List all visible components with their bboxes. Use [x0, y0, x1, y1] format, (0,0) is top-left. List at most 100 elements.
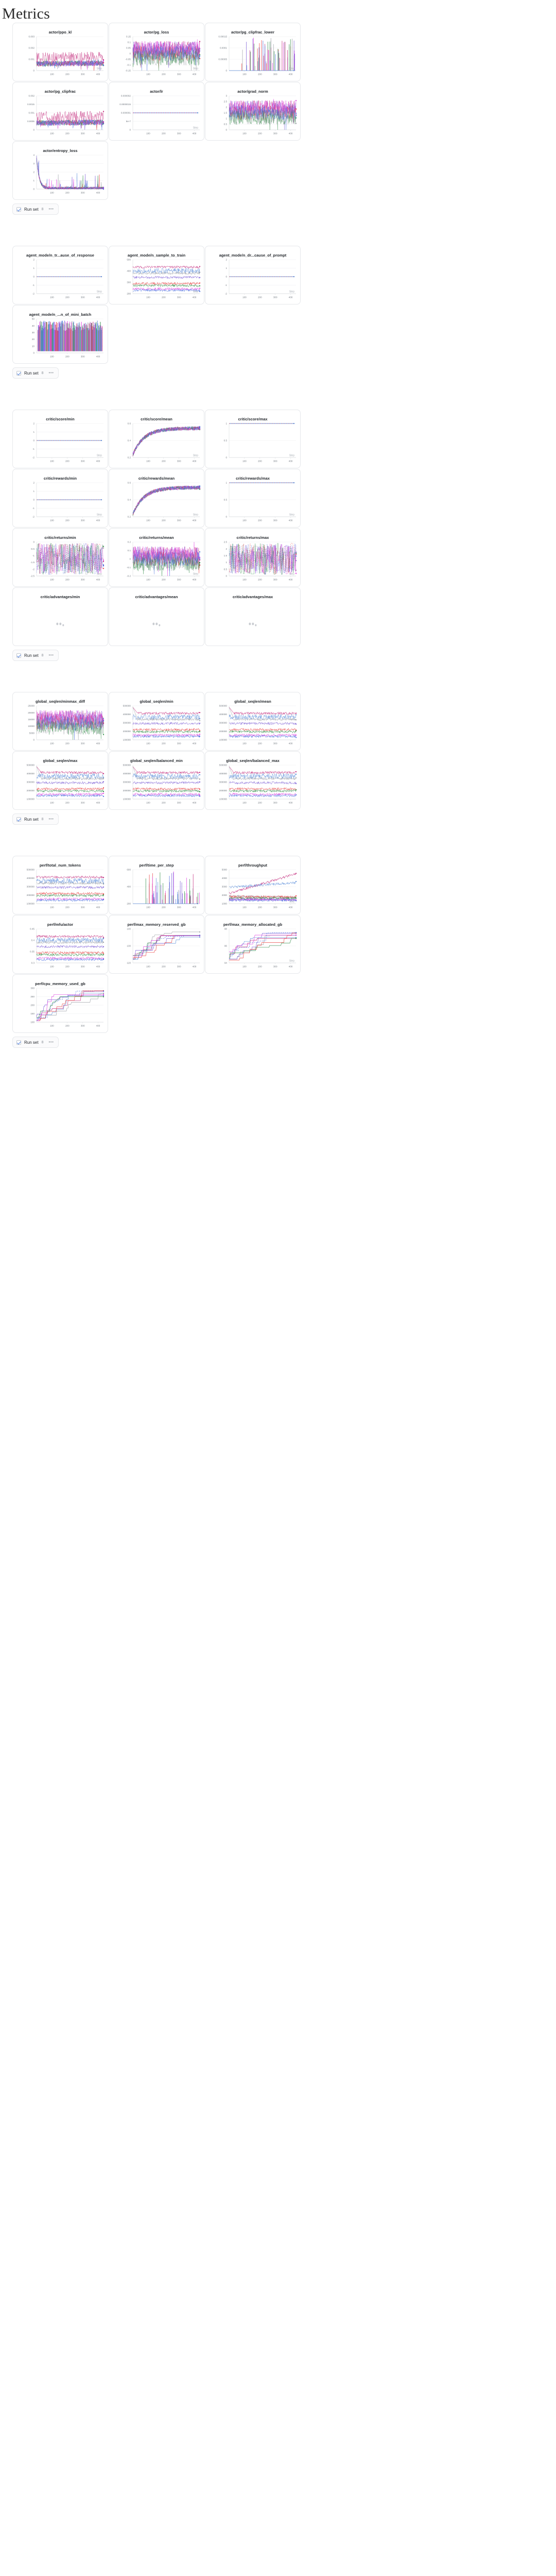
chart-panel[interactable]: actor/entropy_loss 4 3 2 1 0 100 200 300 400: [12, 141, 108, 200]
runset-chip[interactable]: Run set 8 •••: [12, 814, 59, 825]
chart-plot-area[interactable]: 300 250 200 150 100 100 200 300 400: [13, 986, 108, 1030]
chart-plot-area[interactable]: 4 3 2 1 0 100 200 300 400: [13, 153, 108, 197]
chart-plot-area[interactable]: 98 96 94 100 200 300 400 Step: [205, 927, 300, 971]
chart-panel[interactable]: actor/pg_clipfrac 0.002 0.0015 0.001 0.0005 0…: [12, 82, 108, 141]
chart-plot-area[interactable]: 0 -0.5 -1 -1.5 -2 -2.5 100 200 300 400 Step: [13, 540, 108, 584]
chart-plot-area[interactable]: 5000 4000 3000 2000 1000 100 200 300 400 Step: [205, 868, 300, 912]
chart-panel[interactable]: global_seqlen/mean 500000 400000 300000 2000…: [205, 692, 301, 751]
chart-panel[interactable]: actor/pg_clipfrac_lower 0.00015 0.0001 0.00…: [205, 23, 301, 81]
chart-plot-area[interactable]: 0.003 0.002 0.001 0 100 200 300 400 Step: [13, 35, 108, 79]
chart-panel[interactable]: critic/score/min 2 1 0 -1 -2 100 200 300 400 Step: [12, 410, 108, 468]
chart-panel[interactable]: critic/advantages/max: [205, 587, 301, 646]
svg-text:-2: -2: [32, 456, 35, 459]
chart-plot-area[interactable]: 500000 400000 300000 200000 100000 100 200 300 4…: [205, 763, 300, 807]
runset-chip[interactable]: Run set 8 •••: [12, 1037, 59, 1048]
chart-panel[interactable]: critic/returns/mean 0.2 0.1 0 -0.1 -0.2 100 200…: [109, 528, 204, 587]
chart-plot-area[interactable]: [109, 599, 204, 643]
chart-panel[interactable]: critic/rewards/mean 0.6 0.4 0.2 100 200 300 400…: [109, 469, 204, 528]
more-options-icon[interactable]: •••: [48, 370, 54, 375]
chart-plot-area[interactable]: 500000 400000 300000 200000 100000 100 200 300 4…: [109, 704, 204, 748]
chart-plot-area[interactable]: 2 1 0 -1 -2 100 200 300 400 Step: [13, 421, 108, 466]
chart-panel[interactable]: actor/grad_norm 3 2.5 2 1.5 1 0.5 0 100 200 300 400: [205, 82, 301, 141]
chart-panel[interactable]: critic/returns/min 0 -0.5 -1 -1.5 -2 -2.5 100 20…: [12, 528, 108, 587]
chart-plot-area[interactable]: 140 130 120 100 200 300 400: [109, 927, 204, 971]
chart-panel[interactable]: perf/throughput 5000 4000 3000 2000 1000 100 20…: [205, 856, 301, 914]
svg-text:300: 300: [273, 579, 277, 581]
chart-panel[interactable]: actor/lr 0.000002 0.0000015 0.000001 5e-7 0 10…: [109, 82, 204, 141]
runset-checkbox-icon[interactable]: [16, 207, 21, 212]
more-options-icon[interactable]: •••: [48, 653, 54, 657]
chart-panel[interactable]: critic/returns/max 2.5 2 1.5 1 0.5 0 100 200 300 4…: [205, 528, 301, 587]
chart-plot-area[interactable]: 0.6 0.4 0.2 100 200 300 400 Step: [109, 421, 204, 466]
chart-panel[interactable]: global_seqlen/minmax_diff 25000 20000 15000…: [12, 692, 108, 751]
chart-plot-area[interactable]: 0.6 0.4 0.2 100 200 300 400 Step: [109, 481, 204, 525]
chart-plot-area[interactable]: [13, 599, 108, 643]
chart-panel[interactable]: critic/rewards/max 1 0.5 0 100 200 300 400 Step: [205, 469, 301, 528]
chart-panel[interactable]: critic/score/mean 0.6 0.4 0.2 100 200 300 400 St…: [109, 410, 204, 468]
chart-plot-area[interactable]: 0.45 0.4 0.35 0.3 100 200 300 400: [13, 927, 108, 971]
chart-panel[interactable]: perf/cpu_memory_used_gb 300 250 200 150 100 10…: [12, 974, 108, 1033]
runset-chip[interactable]: Run set 8 •••: [12, 204, 59, 215]
chart-plot-area[interactable]: 500 400 300 200 100 200 300 400 Step: [109, 258, 204, 302]
runset-checkbox-icon[interactable]: [16, 653, 21, 658]
more-options-icon[interactable]: •••: [48, 207, 54, 211]
chart-panel[interactable]: perf/max_memory_reserved_gb 140 130 120 100 2…: [109, 915, 204, 974]
chart-panel-title: critic/advantages/max: [232, 595, 273, 599]
svg-text:400: 400: [289, 132, 293, 135]
chart-plot-area[interactable]: [205, 599, 300, 643]
chart-panel[interactable]: global_seqlen/max 500000 400000 300000 20000…: [12, 751, 108, 810]
chart-plot-area[interactable]: 2 1 0 -1 -2 100 200 300 400 Step: [13, 481, 108, 525]
chart-plot-area[interactable]: 0.15 0.1 0.05 0 -0.05 -0.1 -0.15 100 200 300 400 St…: [109, 35, 204, 79]
chart-plot-area[interactable]: 1 0.5 0 100 200 300 400 Step: [205, 421, 300, 466]
chart-panel[interactable]: actor/ppo_kl 0.003 0.002 0.001 0 100 200 300 400…: [12, 23, 108, 81]
chart-panel[interactable]: critic/advantages/mean: [109, 587, 204, 646]
chart-plot-area[interactable]: 600 400 200 100 200 300 400: [109, 868, 204, 912]
chart-plot-area[interactable]: 500000 400000 300000 200000 100000 100 200 300 4…: [109, 763, 204, 807]
chart-panel[interactable]: perf/mfu/actor 0.45 0.4 0.35 0.3 100 200 300 400: [12, 915, 108, 974]
chart-panel[interactable]: agent_mode/n_tr...ause_of_response 2 1 0 -1 -…: [12, 246, 108, 304]
chart-panel[interactable]: agent_mode/n_sample_to_train 500 400 300 200…: [109, 246, 204, 304]
chart-plot-area[interactable]: 0.000002 0.0000015 0.000001 5e-7 0 100 200 300 4…: [109, 94, 204, 138]
more-options-icon[interactable]: •••: [48, 1040, 54, 1044]
chart-plot-area[interactable]: 0.00015 0.0001 0.00005 0 100 200 300 400 Step: [205, 35, 300, 79]
chart-panel[interactable]: perf/total_num_tokens 500000 400000 300000 2…: [12, 856, 108, 914]
runset-checkbox-icon[interactable]: [16, 817, 21, 822]
chart-panel[interactable]: perf/time_per_step 600 400 200 100 200 300 400: [109, 856, 204, 914]
svg-text:100: 100: [242, 519, 247, 522]
chart-panel-title: agent_mode/n_sample_to_train: [127, 253, 186, 258]
chart-plot-area[interactable]: 500000 400000 300000 200000 100000 100 200 300 4…: [13, 868, 108, 912]
chart-plot-area[interactable]: 1 0.5 0 100 200 300 400 Step: [205, 481, 300, 525]
chart-plot-area[interactable]: 3 2.5 2 1.5 1 0.5 0 100 200 300 400: [205, 94, 300, 138]
chart-svg: 5000 4000 3000 2000 1000 100 200 300 400 Step: [222, 869, 297, 909]
chart-panel[interactable]: agent_mode/n_dr...cause_of_prompt 2 1 0 -1 -2…: [205, 246, 301, 304]
chart-plot-area[interactable]: 500000 400000 300000 200000 100000 100 200 300 4…: [205, 704, 300, 748]
chart-plot-area[interactable]: 0.002 0.0015 0.001 0.0005 0 100 200 300 400: [13, 94, 108, 138]
chart-svg: 500000 400000 300000 200000 100000 100 200 300 4…: [123, 764, 201, 804]
chart-panel[interactable]: actor/pg_loss 0.15 0.1 0.05 0 -0.05 -0.1 -0.15 1…: [109, 23, 204, 81]
svg-text:0.4: 0.4: [128, 439, 131, 442]
chart-panel[interactable]: critic/advantages/min: [12, 587, 108, 646]
chart-panel[interactable]: agent_mode/n_...n_of_mini_batch 50 40 30 20 1…: [12, 305, 108, 364]
chart-panel[interactable]: perf/max_memory_allocated_gb 98 96 94 100 200…: [205, 915, 301, 974]
more-options-icon[interactable]: •••: [48, 817, 54, 821]
chart-plot-area[interactable]: 2.5 2 1.5 1 0.5 0 100 200 300 400 Step: [205, 540, 300, 584]
chart-panel[interactable]: global_seqlen/balanced_min 500000 400000 30…: [109, 751, 204, 810]
chart-plot-area[interactable]: 2 1 0 -1 -2 100 200 300 400 Step: [205, 258, 300, 302]
chart-panel[interactable]: critic/score/max 1 0.5 0 100 200 300 400 Step: [205, 410, 301, 468]
chart-plot-area[interactable]: 50 40 30 20 10 0 100 200 300 400: [13, 317, 108, 361]
runset-chip[interactable]: Run set 8 •••: [12, 650, 59, 661]
svg-text:400: 400: [193, 519, 197, 522]
chart-panel[interactable]: critic/rewards/min 2 1 0 -1 -2 100 200 300 400 Ste…: [12, 469, 108, 528]
chart-plot-area[interactable]: 500000 400000 300000 200000 100000 100 200 300 4…: [13, 763, 108, 807]
chart-plot-area[interactable]: 25000 20000 15000 10000 5000 0 100 200 300 400: [13, 704, 108, 748]
svg-text:Step: Step: [193, 573, 199, 576]
chart-plot-area[interactable]: 2 1 0 -1 -2 100 200 300 400 Step: [13, 258, 108, 302]
runset-checkbox-icon[interactable]: [16, 370, 21, 376]
runset-chip[interactable]: Run set 8 •••: [12, 367, 59, 379]
chart-panel[interactable]: global_seqlen/min 500000 400000 300000 20000…: [109, 692, 204, 751]
chart-plot-area[interactable]: 0.2 0.1 0 -0.1 -0.2 100 200 300 400 Step: [109, 540, 204, 584]
svg-text:200: 200: [65, 742, 70, 745]
svg-text:100: 100: [50, 519, 54, 522]
runset-checkbox-icon[interactable]: [16, 1040, 21, 1045]
chart-panel[interactable]: global_seqlen/balanced_max 500000 400000 30…: [205, 751, 301, 810]
